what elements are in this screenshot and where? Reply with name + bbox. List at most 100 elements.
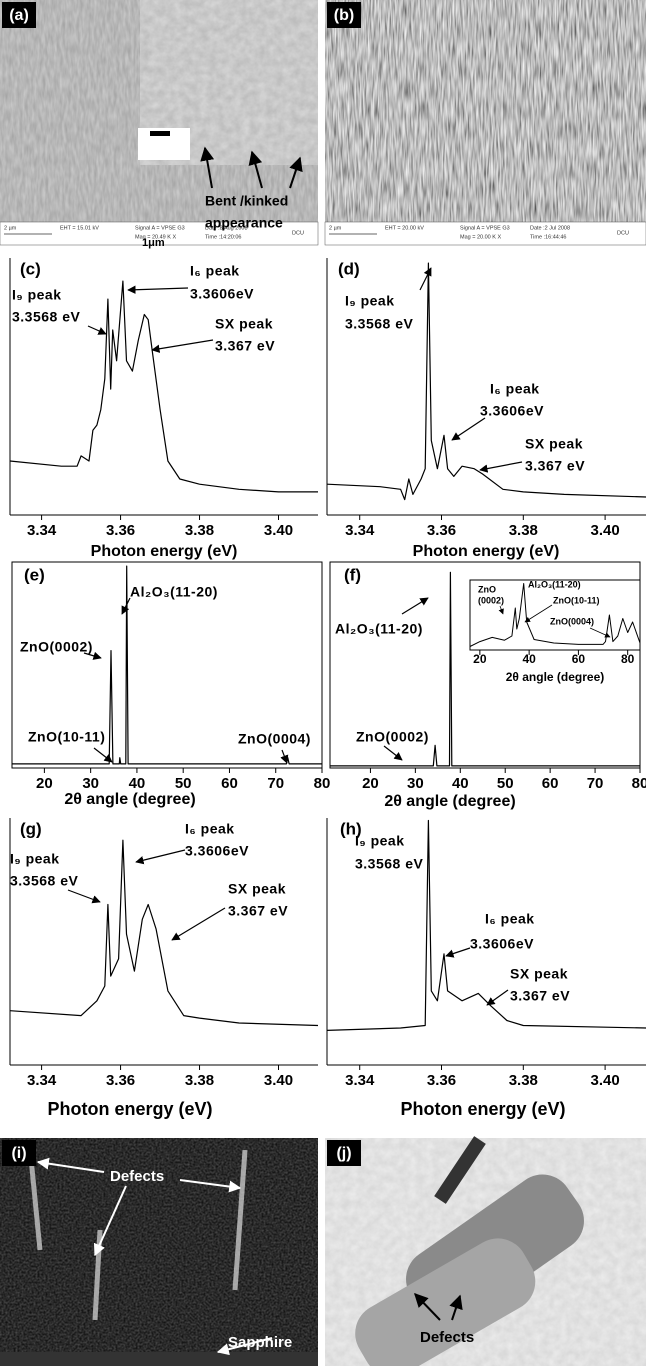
arrow bbox=[171, 907, 226, 941]
arrow bbox=[179, 1179, 242, 1193]
x-axis-label: Photon energy (eV) bbox=[413, 543, 560, 560]
arrow bbox=[216, 1337, 273, 1356]
panel-label-bg bbox=[2, 1140, 36, 1166]
annotation: SX peak bbox=[525, 436, 583, 452]
spectrum-line bbox=[469, 583, 641, 647]
annotation: ZnO(0002) bbox=[20, 639, 93, 655]
x-axis-label: 2θ angle (degree) bbox=[384, 793, 515, 810]
annotation: 3.3606eV bbox=[190, 286, 254, 302]
spectrum-line bbox=[9, 280, 318, 493]
arrow bbox=[127, 285, 189, 294]
x-tick-label: 40 bbox=[522, 652, 536, 666]
panel-label: (g) bbox=[20, 819, 42, 838]
panel-label: (j) bbox=[336, 1145, 351, 1162]
info-text: Signal A = VPSE G3 bbox=[460, 225, 510, 231]
x-tick-label: 20 bbox=[473, 652, 487, 666]
annotation: ZnO(0004) bbox=[238, 731, 311, 747]
annotation: 3.3606eV bbox=[480, 403, 544, 419]
info-text: Time :14:20:06 bbox=[205, 234, 241, 240]
annotation: I₉ peak bbox=[10, 851, 60, 867]
plot-frame bbox=[11, 561, 323, 769]
panel-label: (b) bbox=[334, 7, 354, 24]
annotation: ZnO bbox=[478, 584, 496, 594]
x-tick-label: 3.38 bbox=[509, 522, 538, 539]
x-tick-label: 3.34 bbox=[27, 1072, 57, 1089]
x-tick-label: 30 bbox=[82, 775, 99, 792]
info-text: 2 µm bbox=[329, 225, 342, 231]
arrow bbox=[445, 947, 471, 958]
scale-bar bbox=[150, 131, 170, 136]
x-tick-label: 3.38 bbox=[185, 1072, 214, 1089]
x-tick-label: 20 bbox=[362, 775, 379, 792]
x-tick-label: 3.40 bbox=[264, 1072, 293, 1089]
arrow bbox=[383, 745, 403, 761]
arrow bbox=[524, 604, 553, 623]
info-text: EHT = 20.00 kV bbox=[385, 225, 424, 231]
info-text: DCU bbox=[617, 230, 629, 236]
defect-streak bbox=[232, 1149, 248, 1291]
x-tick-label: 3.34 bbox=[345, 522, 375, 539]
annotation: 3.367 eV bbox=[525, 458, 585, 474]
arrow bbox=[248, 150, 263, 189]
x-axis-label: Photon energy (eV) bbox=[91, 543, 238, 560]
annotation: I₆ peak bbox=[490, 381, 540, 397]
annotation: 3.3568 eV bbox=[12, 309, 80, 325]
info-text: Signal A = VPSE G3 bbox=[135, 225, 185, 231]
x-tick-label: 3.36 bbox=[427, 1072, 456, 1089]
x-tick-label: 3.38 bbox=[185, 522, 214, 539]
annotation: I₉ peak bbox=[345, 293, 395, 309]
arrow bbox=[200, 146, 215, 189]
x-tick-label: 50 bbox=[497, 775, 514, 792]
panel-label: (i) bbox=[11, 1145, 26, 1162]
x-tick-label: 80 bbox=[314, 775, 331, 792]
info-text: Date :2 Jul 2008 bbox=[530, 225, 570, 231]
annotation: SX peak bbox=[228, 881, 286, 897]
annotation: I₆ peak bbox=[190, 263, 240, 279]
spectrum-line bbox=[9, 839, 319, 1027]
info-text: Time :16:44:46 bbox=[530, 234, 566, 240]
annotation: 3.3568 eV bbox=[10, 873, 78, 889]
annotation: Bent /kinked bbox=[205, 193, 288, 209]
arrow bbox=[93, 1185, 127, 1257]
arrow bbox=[414, 1292, 441, 1321]
info-text: EHT = 15.01 kV bbox=[60, 225, 99, 231]
annotation: 3.367 eV bbox=[215, 338, 275, 354]
x-tick-label: 70 bbox=[267, 775, 284, 792]
annotation: 3.3606eV bbox=[185, 843, 249, 859]
annotation: 3.367 eV bbox=[510, 988, 570, 1004]
arrow bbox=[121, 597, 131, 615]
info-text: Mag = 20.49 K X bbox=[135, 234, 176, 240]
arrow bbox=[479, 461, 523, 473]
x-tick-label: 3.38 bbox=[509, 1072, 538, 1089]
nanorod bbox=[355, 1238, 536, 1366]
annotation: ZnO(0002) bbox=[356, 729, 429, 745]
nanorod-tip bbox=[434, 1136, 486, 1204]
info-text: 2 µm bbox=[4, 225, 17, 231]
annotation: Defects bbox=[420, 1329, 474, 1346]
annotation: Al₂O₃(11-20) bbox=[528, 579, 581, 589]
annotation: ZnO(0004) bbox=[550, 616, 594, 626]
annotation: 1μm bbox=[142, 237, 165, 249]
arrow bbox=[401, 597, 429, 615]
annotation: (0002) bbox=[478, 595, 504, 605]
annotation: ZnO(10-11) bbox=[28, 729, 105, 745]
x-tick-label: 40 bbox=[129, 775, 146, 792]
x-tick-label: 3.36 bbox=[427, 522, 456, 539]
info-bar bbox=[324, 221, 646, 246]
x-tick-label: 40 bbox=[452, 775, 469, 792]
annotation: Al₂O₃(11-20) bbox=[130, 584, 218, 600]
panel-label: (d) bbox=[338, 259, 360, 278]
arrow bbox=[87, 325, 107, 335]
panel-label: (c) bbox=[20, 259, 41, 278]
arrow bbox=[83, 651, 102, 660]
x-tick-label: 3.40 bbox=[591, 1072, 620, 1089]
annotation: Sapphire bbox=[228, 1334, 292, 1351]
x-tick-label: 3.40 bbox=[591, 522, 620, 539]
annotation: 3.3568 eV bbox=[345, 316, 413, 332]
arrow bbox=[151, 339, 214, 353]
arrow bbox=[419, 267, 432, 291]
spectrum-line bbox=[330, 571, 640, 767]
x-tick-label: 30 bbox=[407, 775, 424, 792]
x-axis-label: 2θ angle (degree) bbox=[506, 670, 605, 684]
